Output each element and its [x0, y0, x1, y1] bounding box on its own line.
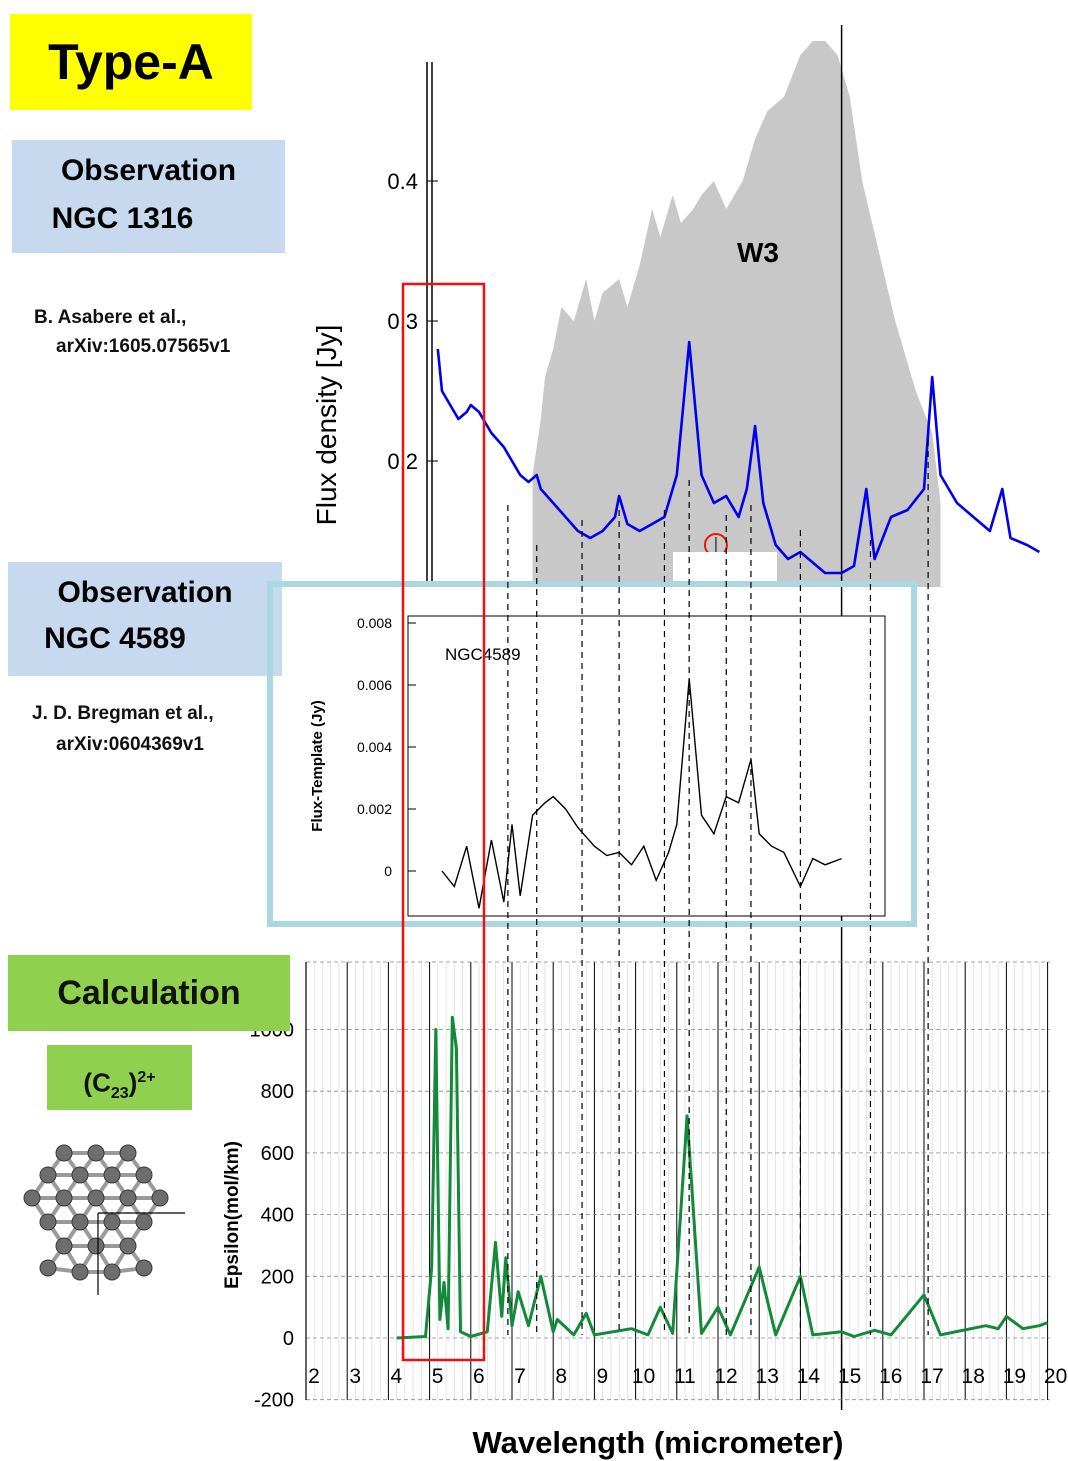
template-plot-frame: [407, 615, 886, 917]
template-tick-label: 0.004: [357, 739, 392, 755]
wavelength-axis-title: Wavelength (micrometer): [473, 1425, 844, 1460]
ngc4589-panel-frame: [267, 581, 917, 927]
molecule-atom: [119, 1189, 137, 1207]
observation-ngc4589-label: Observation NGC 4589: [8, 562, 282, 676]
wavelength-tick-label: 5: [432, 1365, 444, 1388]
molecule-atom: [55, 1237, 73, 1255]
flux-axis-title: Flux density [Jy]: [311, 325, 342, 526]
template-axis-title: Flux-Template (Jy): [309, 700, 326, 831]
calculation-heading: Calculation: [57, 974, 241, 1012]
molecule-base: (C: [83, 1067, 111, 1098]
template-series-line: [441, 678, 842, 909]
wavelength-tick-label: 15: [838, 1365, 861, 1388]
epsilon-axis-title: Epsilon(mol/km): [222, 1141, 243, 1289]
reference-author: J. D. Bregman et al.,: [32, 703, 214, 724]
flux-series-line: [436, 340, 1041, 575]
molecule-charge: 2+: [137, 1069, 156, 1086]
epsilon-tick-label: 0: [283, 1328, 294, 1350]
band-gap-patch: [673, 552, 777, 584]
molecule-atom: [55, 1189, 73, 1207]
wavelength-tick-label: 3: [349, 1365, 361, 1388]
wavelength-tick-label: 17: [920, 1365, 943, 1388]
molecule-formula: (C23)2+: [47, 1045, 192, 1110]
highlight-region-box: [401, 282, 486, 1362]
molecule-structure-diagram: [23, 1144, 185, 1295]
wavelength-tick-label: 8: [555, 1365, 567, 1388]
wavelength-tick-label: 14: [797, 1365, 821, 1388]
molecule-label: (C23)2+: [47, 1045, 192, 1110]
molecule-atom: [55, 1144, 73, 1162]
w3-band-label: W3: [737, 237, 779, 268]
template-tick-label: 0.006: [357, 677, 392, 693]
molecule-atom: [135, 1213, 153, 1231]
wavelength-tick-label: 2: [308, 1365, 320, 1388]
molecule-subscript: 23: [110, 1084, 129, 1102]
observation-heading: Observation: [57, 576, 233, 609]
calculation-label: Calculation: [8, 955, 290, 1031]
molecule-atom: [103, 1166, 121, 1184]
wavelength-tick-label: 19: [1003, 1365, 1026, 1388]
reference-arxiv: arXiv:0604369v1: [56, 734, 204, 755]
molecule-atom: [119, 1144, 137, 1162]
wavelength-tick-label: 4: [391, 1365, 403, 1388]
molecule-atom: [71, 1213, 89, 1231]
wavelength-tick-label: 12: [714, 1365, 737, 1388]
molecule-atom: [23, 1189, 41, 1207]
wavelength-tick-label: 18: [962, 1365, 985, 1388]
flux-tick-label: 0.4: [387, 169, 418, 194]
wavelength-tick-label: 16: [879, 1365, 902, 1388]
molecule-atom: [87, 1189, 105, 1207]
observation-heading: Observation: [60, 154, 237, 187]
observation-ngc1316-label: Observation NGC 1316: [12, 140, 285, 253]
wavelength-tick-label: 11: [674, 1365, 696, 1388]
calculated-spectrum-line: [396, 1015, 1049, 1340]
molecule-atom: [119, 1237, 137, 1255]
epsilon-tick-label: 800: [261, 1081, 294, 1103]
epsilon-tick-label: 600: [261, 1143, 294, 1165]
epsilon-tick-label: 400: [261, 1205, 294, 1227]
molecule-atom: [71, 1166, 89, 1184]
galaxy-name: NGC 1316: [51, 202, 194, 235]
molecule-atom: [103, 1213, 121, 1231]
molecule-close: ): [128, 1067, 138, 1098]
page-title: Type-A: [48, 34, 214, 90]
wavelength-tick-label: 13: [756, 1365, 779, 1388]
molecule-atom: [87, 1144, 105, 1162]
molecule-atom: [39, 1166, 57, 1184]
epsilon-tick-label: 200: [261, 1266, 294, 1288]
molecule-atom: [87, 1237, 105, 1255]
wavelength-tick-label: 9: [597, 1365, 609, 1388]
molecule-atom: [39, 1259, 57, 1277]
template-tick-label: 0.002: [357, 801, 392, 817]
molecule-atom: [39, 1213, 57, 1231]
template-tick-label: 0.008: [357, 615, 392, 631]
molecule-atom: [71, 1263, 89, 1281]
molecule-atom: [135, 1259, 153, 1277]
w3-band-area: [532, 41, 941, 587]
molecule-atom: [151, 1189, 169, 1207]
wavelength-tick-label: 6: [473, 1365, 485, 1388]
wavelength-tick-label: 7: [514, 1365, 526, 1388]
galaxy-name: NGC 4589: [44, 622, 186, 655]
reference-author: B. Asabere et al.,: [34, 307, 187, 328]
template-tick-label: 0: [384, 863, 392, 879]
wavelength-tick-label: 10: [632, 1365, 655, 1388]
wavelength-tick-label: 20: [1044, 1365, 1067, 1388]
molecule-atom: [103, 1263, 121, 1281]
molecule-atom: [135, 1166, 153, 1184]
reference-arxiv: arXiv:1605.07565v1: [56, 336, 231, 357]
epsilon-tick-label: -200: [254, 1390, 294, 1412]
title-banner: Type-A: [10, 14, 252, 110]
